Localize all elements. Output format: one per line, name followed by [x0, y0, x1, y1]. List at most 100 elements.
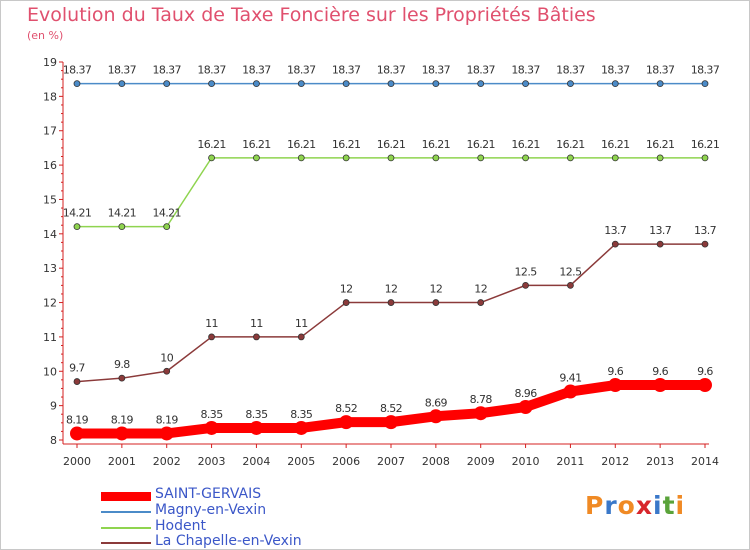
data-label: 18.37: [287, 64, 316, 77]
data-label: 16.21: [556, 138, 585, 151]
logo-letter: o: [617, 491, 636, 520]
x-tick-label: 2013: [646, 455, 674, 468]
data-point: [697, 378, 712, 393]
data-point: [297, 80, 305, 88]
data-point: [253, 154, 260, 162]
data-point: [163, 223, 171, 231]
data-point: [342, 154, 350, 162]
data-point: [118, 223, 126, 231]
data-label: 11: [205, 317, 218, 330]
data-point: [163, 367, 171, 375]
data-label: 9.41: [559, 372, 581, 385]
data-point: [656, 80, 664, 88]
data-point: [477, 299, 485, 306]
x-tick-label: 2009: [467, 455, 495, 468]
data-label: 8.35: [290, 408, 313, 421]
x-tick-label: 2001: [108, 455, 136, 468]
data-point: [342, 80, 350, 88]
data-label: 18.37: [601, 64, 630, 77]
data-label: 16.21: [287, 138, 316, 151]
data-label: 14.21: [108, 207, 137, 220]
data-label: 9.7: [69, 362, 85, 375]
y-tick-label: 19: [43, 56, 57, 69]
data-label: 9.6: [652, 365, 668, 378]
data-label: 8.19: [111, 413, 134, 426]
data-point: [477, 80, 485, 88]
data-point: [563, 384, 578, 399]
data-label: 12: [474, 283, 487, 296]
data-label: 18.37: [422, 64, 451, 77]
x-tick-label: 2000: [63, 455, 91, 468]
data-point: [656, 154, 664, 162]
data-label: 8.19: [66, 413, 89, 426]
data-point: [567, 154, 574, 162]
data-label: 18.37: [242, 64, 271, 77]
data-point: [522, 154, 529, 162]
data-label: 13.7: [604, 224, 627, 237]
data-point: [339, 415, 354, 430]
data-label: 16.21: [197, 138, 226, 151]
y-tick-label: 10: [43, 365, 57, 378]
data-point: [518, 400, 533, 415]
data-point: [294, 420, 309, 435]
data-label: 13.7: [694, 224, 717, 237]
legend-label-hodent: Hodent: [155, 518, 206, 534]
data-point: [522, 80, 529, 88]
data-point: [432, 299, 440, 306]
data-point: [249, 420, 264, 435]
x-tick-label: 2007: [377, 455, 405, 468]
logo-letter: r: [604, 491, 618, 520]
y-tick-label: 16: [43, 159, 57, 172]
data-point: [163, 80, 171, 88]
data-label: 8.52: [380, 402, 402, 415]
data-label: 18.37: [691, 64, 720, 77]
y-unit-label: (en %): [27, 29, 64, 42]
y-tick-label: 17: [43, 125, 57, 138]
data-point: [118, 80, 126, 88]
data-point: [159, 426, 174, 441]
legend-label-la-chapelle-en-vexin: La Chapelle-en-Vexin: [155, 533, 302, 549]
legend-label-saint-gervais: SAINT-GERVAIS: [155, 486, 262, 502]
data-point: [253, 80, 260, 88]
data-label: 8.78: [470, 393, 493, 406]
y-tick-label: 12: [43, 297, 57, 310]
data-point: [432, 154, 440, 162]
legend-swatch-hodent: [101, 527, 151, 529]
data-label: 12: [340, 283, 353, 296]
data-point: [653, 378, 668, 393]
logo-letter: i: [653, 491, 663, 520]
x-tick-label: 2014: [691, 455, 719, 468]
legend-swatch-magny-en-vexin: [101, 511, 151, 513]
logo-letter: i: [675, 491, 686, 520]
data-label: 18.37: [646, 64, 675, 77]
legend-swatch-saint-gervais: [101, 492, 151, 501]
data-label: 18.37: [466, 64, 495, 77]
data-point: [428, 409, 443, 424]
data-label: 14.21: [152, 207, 181, 220]
x-tick-label: 2005: [287, 455, 315, 468]
data-point: [701, 240, 709, 248]
data-label: 13.7: [649, 224, 672, 237]
data-label: 18.37: [197, 64, 226, 77]
x-tick-label: 2011: [556, 455, 584, 468]
data-point: [73, 378, 81, 385]
data-label: 16.21: [646, 138, 675, 151]
x-tick-label: 2010: [512, 455, 540, 468]
data-point: [611, 154, 619, 162]
data-label: 14.21: [63, 207, 92, 220]
data-label: 16.21: [332, 138, 361, 151]
logo-letter: x: [635, 491, 653, 520]
data-label: 12.5: [515, 265, 538, 278]
data-label: 16.21: [466, 138, 495, 151]
proxiti-logo: Proxiti: [585, 491, 685, 520]
data-point: [701, 80, 709, 88]
data-label: 10: [160, 351, 173, 364]
y-tick-label: 18: [43, 90, 57, 103]
data-label: 16.21: [511, 138, 540, 151]
logo-letter: t: [662, 491, 676, 520]
legend-label-magny-en-vexin: Magny-en-Vexin: [155, 502, 267, 518]
data-point: [656, 240, 664, 248]
data-point: [342, 299, 350, 306]
data-label: 18.37: [511, 64, 540, 77]
